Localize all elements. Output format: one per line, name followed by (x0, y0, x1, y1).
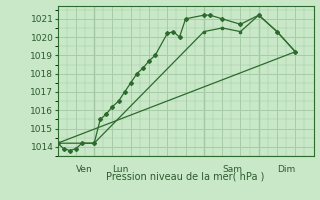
Text: Dim: Dim (277, 165, 295, 174)
X-axis label: Pression niveau de la mer( hPa ): Pression niveau de la mer( hPa ) (107, 172, 265, 182)
Text: Sam: Sam (222, 165, 242, 174)
Text: Ven: Ven (76, 165, 92, 174)
Text: Lun: Lun (112, 165, 129, 174)
